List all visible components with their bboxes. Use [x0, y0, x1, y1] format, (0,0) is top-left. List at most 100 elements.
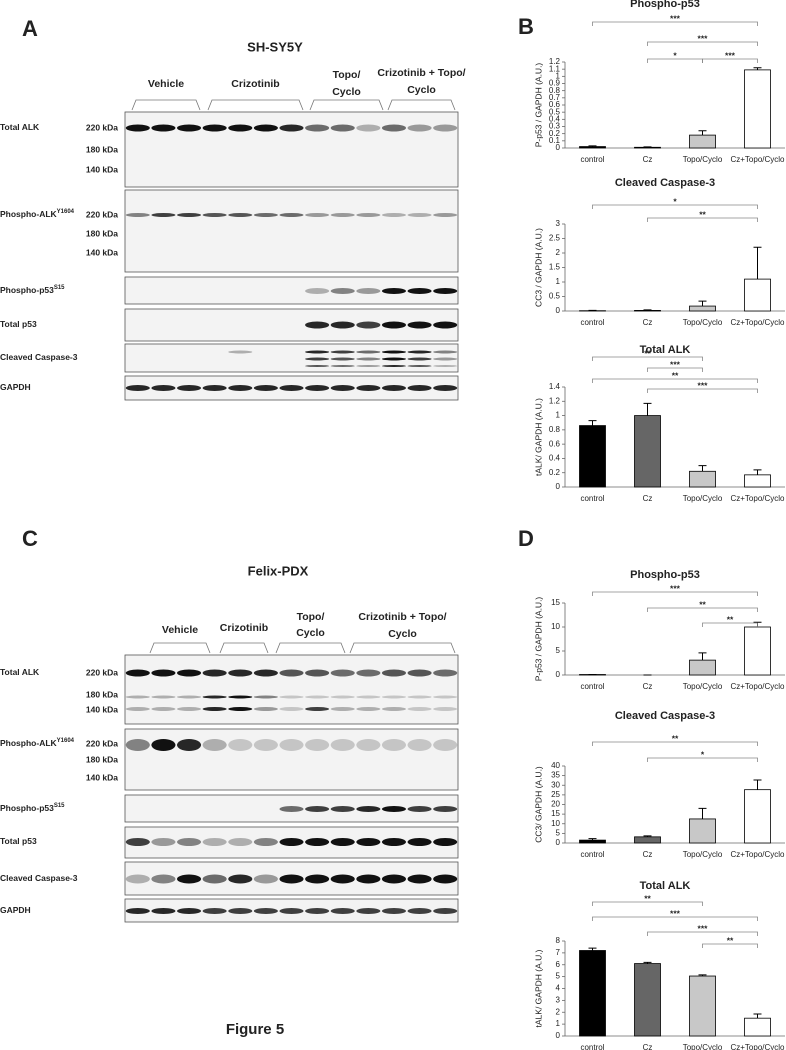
- band: [407, 350, 432, 354]
- bar: [744, 626, 771, 676]
- band: [330, 739, 355, 751]
- band: [305, 321, 330, 329]
- row-sup: Y1604: [57, 209, 75, 215]
- blot-box: [124, 343, 459, 373]
- significance-label: *: [673, 196, 677, 206]
- band: [305, 365, 330, 367]
- band: [202, 874, 227, 884]
- row-label: Cleaved Caspase-3: [0, 873, 78, 883]
- band: [253, 669, 278, 677]
- band: [330, 874, 355, 884]
- band: [305, 707, 330, 711]
- band: [305, 385, 330, 391]
- y-tick-label: 8: [556, 936, 561, 945]
- x-tick-label: Topo/Cyclo: [683, 318, 723, 327]
- y-tick-label: 15: [551, 598, 560, 607]
- significance-label: *: [673, 50, 677, 60]
- band: [381, 321, 407, 329]
- band: [176, 908, 202, 914]
- error-bar: [588, 947, 597, 951]
- band: [433, 288, 458, 294]
- error-bar: [698, 974, 707, 977]
- band: [330, 124, 355, 132]
- figure-label: Figure 5: [226, 1021, 284, 1038]
- significance-bracket: [702, 58, 758, 63]
- band: [407, 321, 432, 329]
- band: [228, 350, 253, 354]
- band: [433, 357, 458, 361]
- significance-bracket: [647, 757, 758, 762]
- band: [433, 739, 458, 751]
- band: [202, 838, 227, 846]
- band: [356, 385, 381, 391]
- x-tick-label: Cz+Topo/Cyclo: [730, 682, 785, 691]
- band: [125, 213, 150, 217]
- significance-label: ***: [670, 583, 681, 593]
- band: [407, 707, 432, 711]
- significance-bracket: [647, 388, 758, 393]
- y-tick-label: 0: [556, 838, 561, 847]
- band: [330, 669, 355, 677]
- band: [433, 365, 458, 367]
- bar: [579, 146, 606, 149]
- band: [279, 695, 304, 699]
- band: [228, 739, 253, 751]
- significance-bracket: [592, 204, 758, 209]
- x-tick-label: control: [580, 850, 604, 859]
- band: [407, 213, 432, 217]
- band: [381, 707, 407, 711]
- band: [381, 695, 407, 699]
- y-tick-label: 0.2: [549, 129, 561, 138]
- band: [151, 124, 176, 132]
- panel-letter: A: [22, 16, 38, 41]
- y-tick-label: 0.4: [549, 114, 561, 123]
- y-tick-label: 7: [556, 948, 561, 957]
- group-bracket: [349, 642, 456, 654]
- band: [125, 707, 150, 711]
- band: [176, 213, 202, 217]
- band: [330, 321, 355, 329]
- row-label: Total ALK: [0, 667, 40, 677]
- significance-bracket: [647, 607, 758, 612]
- band: [381, 669, 407, 677]
- band: [330, 365, 355, 367]
- y-tick-label: 35: [551, 771, 560, 780]
- band: [433, 838, 458, 846]
- band: [125, 908, 150, 914]
- error-bar: [698, 300, 707, 307]
- y-tick-label: 1.5: [549, 263, 561, 272]
- band: [356, 669, 381, 677]
- band: [305, 838, 330, 846]
- y-tick-label: 1: [556, 1019, 561, 1028]
- error-bar: [643, 961, 652, 964]
- row-label: Total p53: [0, 319, 37, 329]
- band: [279, 908, 304, 914]
- chart-title: Cleaved Caspase-3: [615, 710, 715, 722]
- band: [330, 385, 355, 391]
- y-tick-label: 0.6: [549, 100, 561, 109]
- bar: [634, 836, 661, 844]
- band: [228, 908, 253, 914]
- group-bracket: [275, 642, 346, 654]
- band: [151, 739, 176, 751]
- y-tick-label: 2: [556, 1007, 561, 1016]
- row-name: Total ALK: [0, 667, 40, 677]
- band: [305, 213, 330, 217]
- panel-letter: C: [22, 526, 38, 551]
- bar: [634, 310, 661, 312]
- error-bar: [588, 838, 597, 841]
- row-label: Cleaved Caspase-3: [0, 352, 78, 362]
- band: [279, 213, 304, 217]
- error-bar: [753, 779, 762, 790]
- kda-label: 140 kDa: [86, 772, 118, 782]
- y-axis-label: P-p53 / GAPDH (A.U.): [533, 63, 543, 148]
- y-tick-label: 0.5: [549, 107, 561, 116]
- error-bar: [753, 469, 762, 475]
- y-tick-label: 20: [551, 800, 560, 809]
- row-label: Phospho-ALKY1604: [0, 209, 75, 220]
- y-tick-label: 10: [551, 622, 560, 631]
- row-name: GAPDH: [0, 382, 31, 392]
- band: [305, 695, 330, 699]
- band: [228, 707, 253, 711]
